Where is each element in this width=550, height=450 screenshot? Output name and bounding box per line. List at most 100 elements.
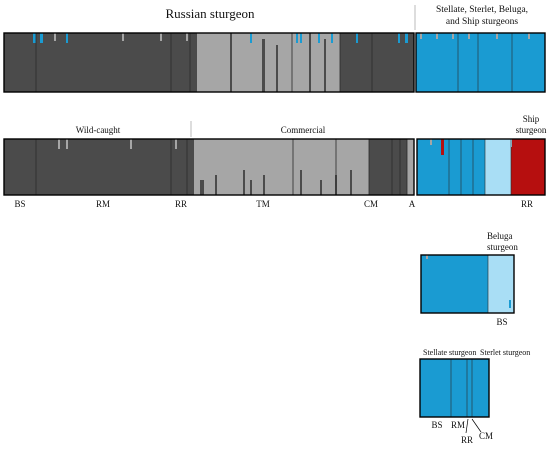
admixture-streak (250, 180, 252, 195)
admixture-streak (360, 33, 362, 92)
admixture-streak (130, 139, 132, 149)
panel-1-other-species-block (414, 5, 546, 93)
axis-label-rr: RR (174, 199, 188, 209)
admixture-streak (344, 45, 347, 92)
panel-2-light-region (194, 139, 369, 195)
panel-2-other-frame (416, 138, 546, 196)
admixture-streak (276, 45, 278, 92)
admixture-streak (66, 139, 68, 149)
panel-2-dark-tail-region (369, 139, 407, 195)
admixture-streak (122, 33, 124, 41)
admixture-streak (230, 33, 232, 92)
admixture-streak (40, 33, 43, 43)
admixture-streak (300, 33, 302, 43)
panel-4-axis-label-rr: RR (460, 435, 474, 445)
admixture-streak (452, 33, 454, 39)
admixture-streak (309, 33, 311, 92)
admixture-streak (528, 33, 530, 39)
panel-2-other-species-block (416, 138, 546, 196)
panel-4-blue-region (420, 359, 489, 417)
panel-1-other-frame (415, 32, 546, 93)
axis-label-rm: RM (95, 199, 111, 209)
panel-4-axis-label-cm: CM (478, 431, 494, 441)
panel-2-light-tail-region (407, 139, 414, 195)
panel-2-dark-region (4, 139, 194, 195)
panel-4-frame (419, 358, 490, 418)
admixture-streak (320, 180, 322, 195)
panel-2-russian-frame (3, 138, 415, 196)
commercial-label: Commercial (280, 125, 326, 135)
admixture-streak (496, 33, 498, 39)
panel-1-russian-block (3, 32, 415, 93)
admixture-streak (58, 139, 60, 149)
admixture-streak (441, 139, 444, 155)
panel-3-axis-label-bs: BS (496, 317, 508, 327)
admixture-streak (366, 39, 368, 92)
panel-4-axis-label-rm: RM (450, 420, 466, 430)
admixture-streak (215, 175, 217, 195)
admixture-streak (356, 33, 358, 43)
admixture-streak (318, 33, 320, 43)
panel-1-dark-region (4, 33, 197, 92)
ship-sturgeon-label-line-2: sturgeon (515, 125, 547, 135)
panel-1-dark-tail-region (340, 33, 414, 92)
admixture-streak (509, 139, 512, 147)
admixture-streak (200, 180, 204, 195)
panel-2-pale-region (485, 139, 511, 195)
admixture-streak (426, 255, 428, 259)
admixture-streak (160, 33, 162, 41)
panel-4-stellate-sterlet-block (419, 358, 490, 434)
admixture-streak (263, 175, 265, 195)
stellate-sturgeon-label: Stellate sturgeon (423, 348, 477, 357)
admixture-streak (393, 33, 395, 92)
panel-2-blue-region (417, 139, 485, 195)
panel-4-pointer-cm (471, 418, 482, 433)
admixture-streak (430, 139, 432, 145)
admixture-streak (33, 33, 36, 43)
admixture-streak (436, 33, 438, 39)
axis-label-a: A (408, 199, 416, 209)
admixture-streak (243, 170, 245, 195)
other-species-title-line-1: Stellate, Sterlet, Beluga, (435, 5, 529, 15)
axis-label-tm: TM (256, 199, 270, 209)
admixture-streak (250, 33, 252, 43)
admixture-streak (380, 180, 382, 195)
admixture-streak (175, 139, 177, 149)
panel-1-blue-region (416, 33, 545, 92)
admixture-streak (186, 33, 188, 41)
panel-4-axis-label-bs: BS (431, 420, 443, 430)
admixture-streak (420, 33, 422, 39)
axis-label-rr-ship: RR (520, 199, 534, 209)
admixture-streak (468, 33, 470, 39)
axis-label-bs: BS (14, 199, 26, 209)
panel-1-light-region (197, 33, 340, 92)
panel-2-russian-block (3, 121, 415, 196)
admixture-streak (509, 300, 511, 308)
panel-3-beluga-block (420, 254, 515, 314)
panel-1-russian-frame (3, 32, 415, 93)
beluga-sturgeon-label-line-1: Beluga (487, 231, 513, 241)
admixture-streak (324, 39, 326, 92)
admixture-streak (331, 33, 333, 43)
panel-3-blue-region (421, 255, 488, 313)
panel-4-pointer-rr (465, 418, 469, 434)
admixture-streak (300, 170, 302, 195)
admixture-streak (350, 170, 352, 195)
panel-2-red-region (511, 139, 545, 195)
wild-caught-label: Wild-caught (75, 125, 121, 135)
beluga-sturgeon-label-line-2: sturgeon (487, 242, 518, 252)
other-species-title-line-2: and Ship sturgeons (445, 17, 519, 27)
admixture-streak (296, 33, 298, 43)
ship-sturgeon-label-line-1: Ship (522, 114, 540, 124)
panel-3-frame (420, 254, 515, 314)
admixture-streak (262, 39, 265, 92)
sterlet-sturgeon-label: Sterlet sturgeon (480, 348, 531, 357)
admixture-streak (66, 33, 68, 43)
axis-label-cm: CM (363, 199, 379, 209)
admixture-streak (54, 33, 56, 41)
russian-sturgeon-title: Russian sturgeon (165, 6, 255, 21)
admixture-streak (386, 45, 388, 92)
admixture-streak (398, 33, 400, 43)
admixture-streak (405, 33, 408, 43)
